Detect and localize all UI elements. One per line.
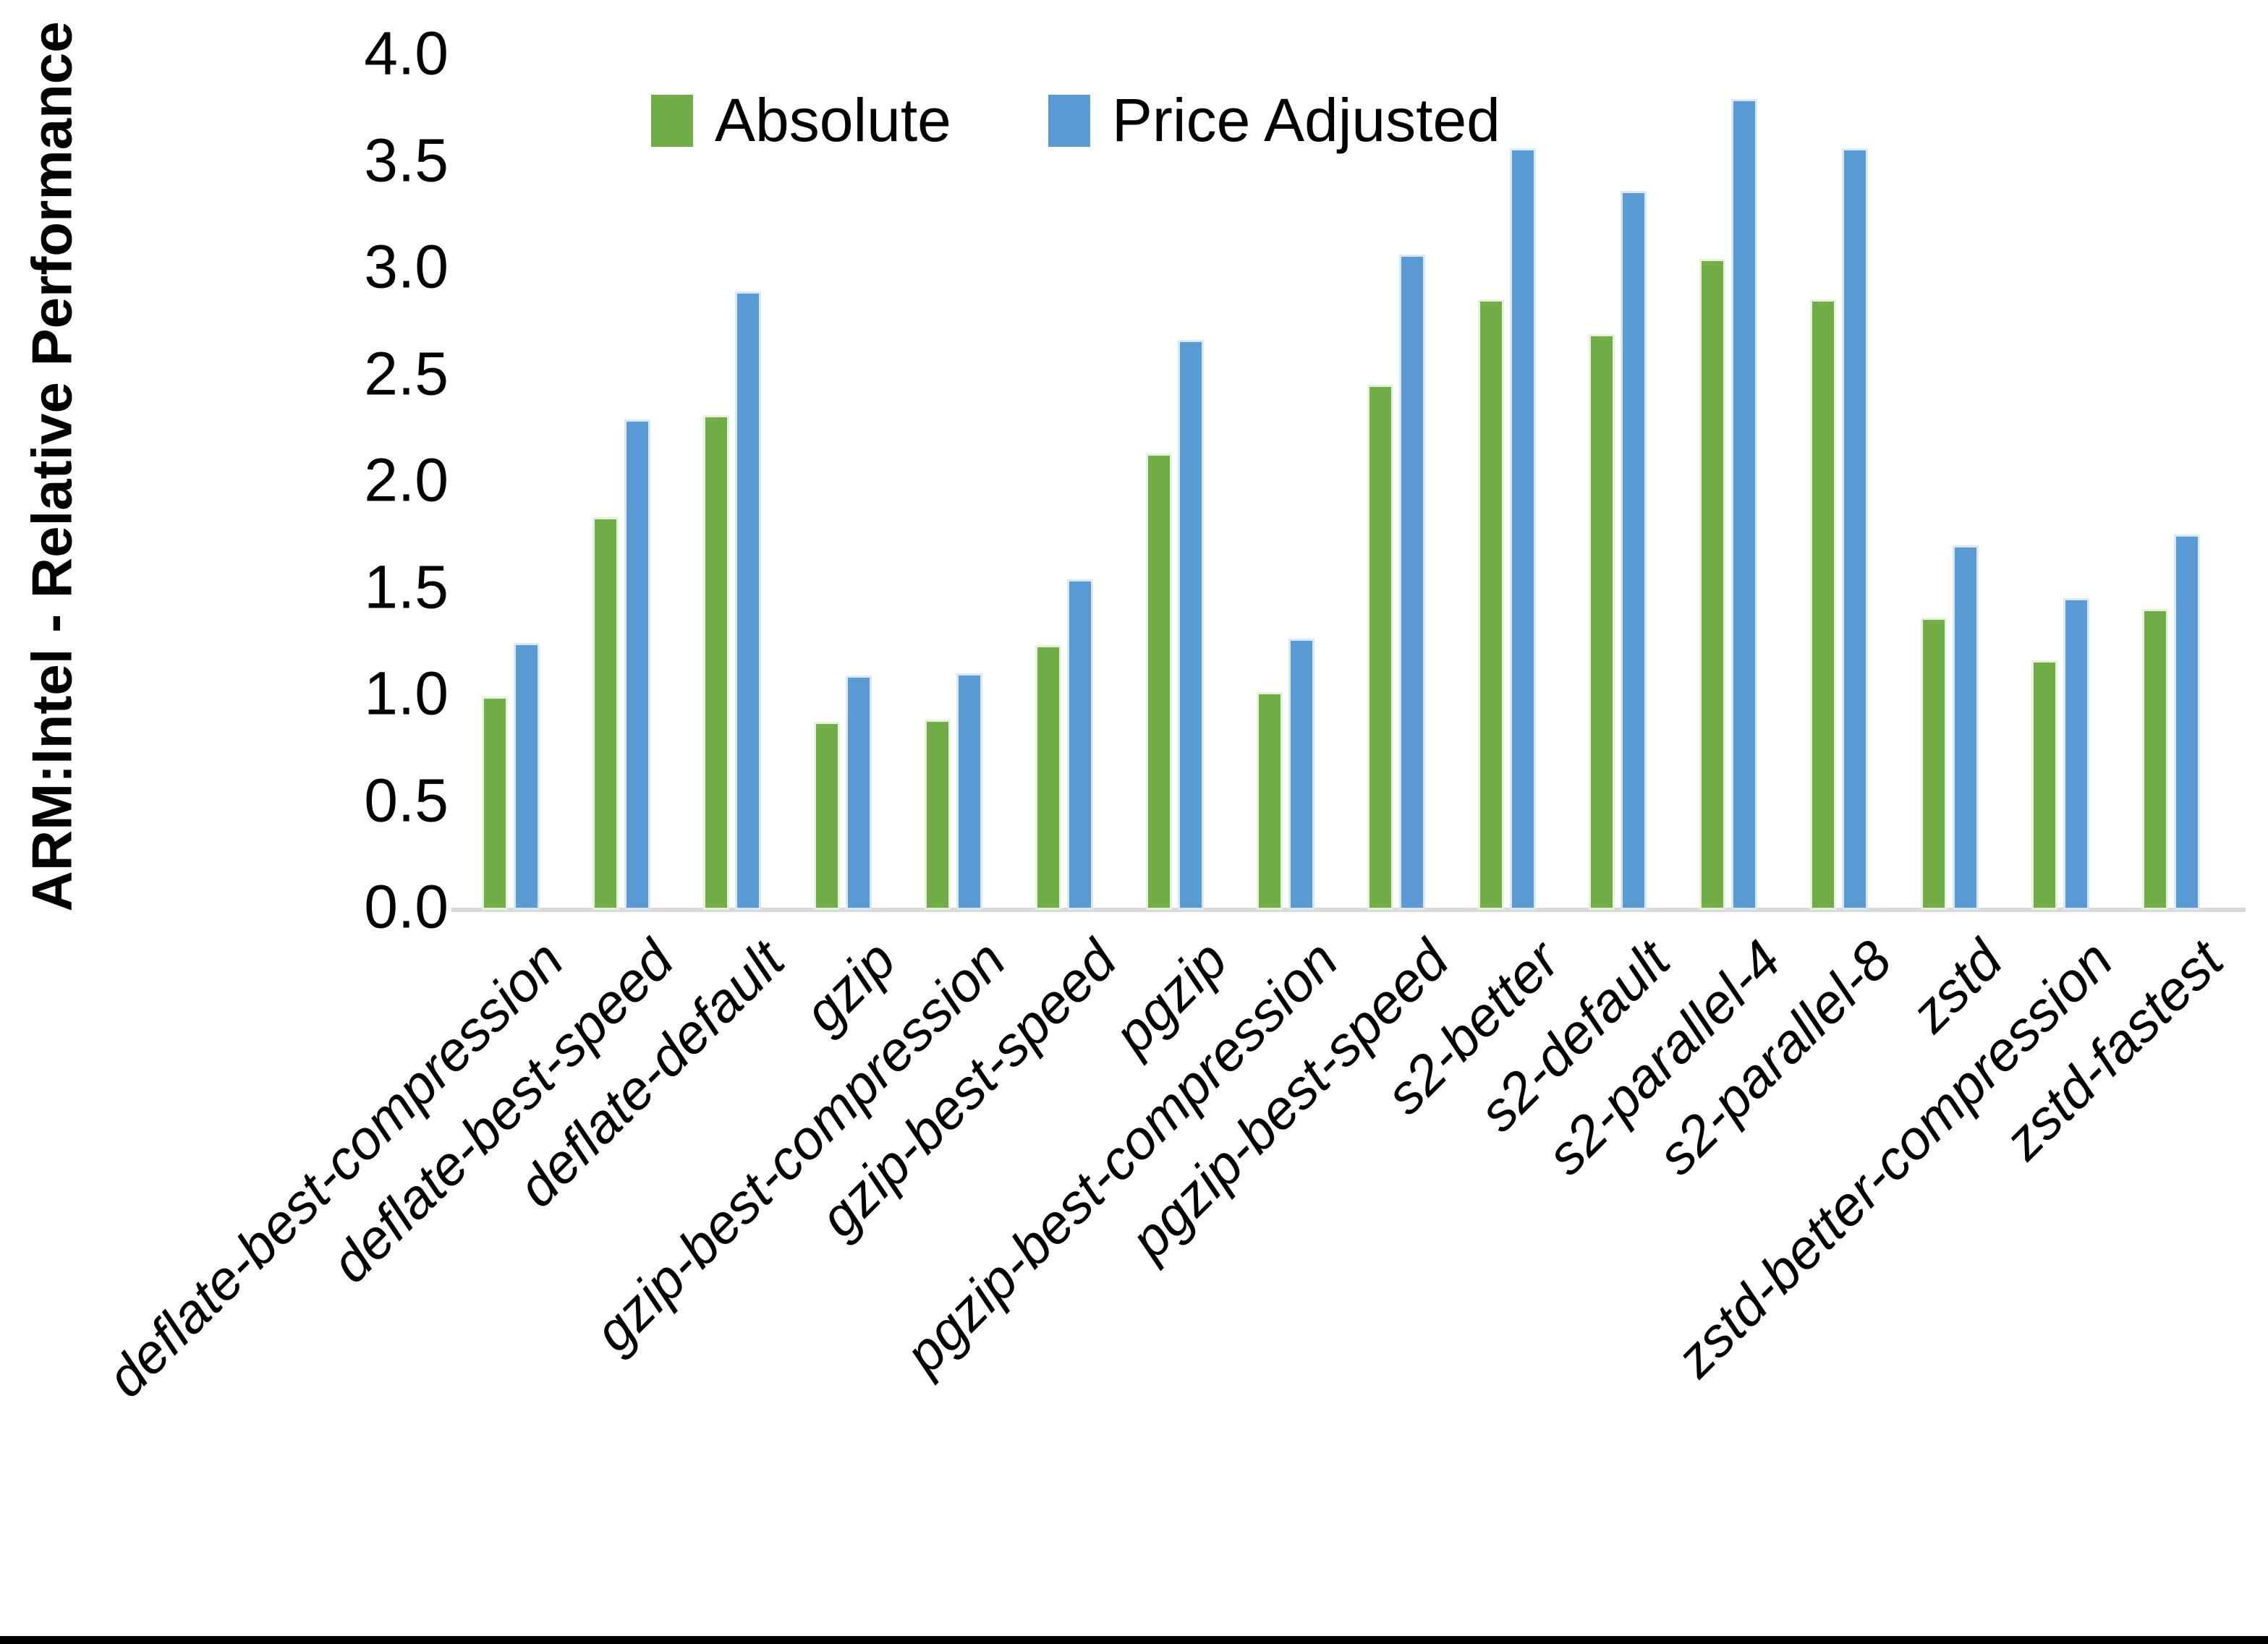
x-tick-label: deflate-best-compression — [95, 929, 575, 1410]
y-tick-label: 3.5 — [364, 126, 449, 195]
bar-zstd-fastest-absolute — [2142, 609, 2168, 910]
legend-label-price-adjusted: Price Adjusted — [1111, 86, 1500, 154]
y-tick-label: 1.5 — [364, 553, 449, 621]
bar-zstd-fastest-price-adjusted — [2174, 534, 2200, 910]
bar-gzip-best-compression-price-adjusted — [956, 673, 982, 910]
bar-zstd-absolute — [1921, 617, 1947, 910]
bar-deflate-default-absolute — [703, 414, 729, 910]
bar-zstd-price-adjusted — [1953, 545, 1979, 910]
bar-gzip-best-speed-price-adjusted — [1067, 579, 1093, 910]
y-tick-label: 0.0 — [364, 872, 449, 941]
bar-pgzip-price-adjusted — [1178, 340, 1204, 910]
bar-deflate-best-speed-absolute — [593, 517, 619, 910]
bar-pgzip-best-compression-absolute — [1257, 692, 1283, 910]
legend: Absolute Price Adjusted — [651, 85, 1570, 156]
bar-gzip-price-adjusted — [846, 675, 872, 910]
y-axis-title: ARM:Intel - Relative Performance — [20, 21, 84, 912]
bar-pgzip-best-speed-price-adjusted — [1399, 255, 1425, 910]
bar-pgzip-best-compression-price-adjusted — [1288, 639, 1314, 910]
bar-s2-default-price-adjusted — [1621, 190, 1647, 910]
y-tick-label: 2.0 — [364, 446, 449, 514]
bottom-border — [0, 1636, 2268, 1644]
bar-s2-better-absolute — [1478, 299, 1504, 910]
bar-zstd-better-compression-price-adjusted — [2063, 598, 2089, 910]
legend-entry-price-adjusted: Price Adjusted — [1048, 85, 1500, 156]
bar-s2-better-price-adjusted — [1510, 148, 1536, 910]
y-tick-label: 4.0 — [364, 19, 449, 88]
bar-s2-parallel-4-absolute — [1699, 259, 1725, 910]
y-tick-label: 3.0 — [364, 232, 449, 301]
bar-s2-parallel-8-absolute — [1810, 299, 1836, 910]
bar-pgzip-absolute — [1146, 453, 1172, 910]
legend-label-absolute: Absolute — [715, 86, 951, 154]
bar-pgzip-best-speed-absolute — [1367, 385, 1393, 910]
bar-deflate-best-compression-price-adjusted — [514, 643, 540, 910]
bar-deflate-best-speed-price-adjusted — [624, 419, 650, 910]
bar-gzip-absolute — [814, 722, 840, 910]
legend-swatch-absolute-icon — [651, 94, 693, 147]
bar-deflate-best-compression-absolute — [482, 697, 508, 910]
x-axis-line — [451, 908, 2246, 912]
legend-entry-absolute: Absolute — [651, 85, 951, 156]
y-tick-label: 2.5 — [364, 339, 449, 408]
bar-s2-parallel-4-price-adjusted — [1731, 99, 1757, 910]
bar-gzip-best-compression-absolute — [925, 720, 951, 910]
bar-s2-default-absolute — [1589, 333, 1615, 910]
bar-s2-parallel-8-price-adjusted — [1842, 148, 1868, 910]
y-tick-label: 1.0 — [364, 659, 449, 728]
bar-deflate-default-price-adjusted — [735, 291, 761, 910]
bar-zstd-better-compression-absolute — [2031, 660, 2057, 910]
legend-swatch-price-adjusted-icon — [1048, 94, 1090, 147]
bar-gzip-best-speed-absolute — [1035, 645, 1061, 910]
y-tick-label: 0.5 — [364, 766, 449, 835]
